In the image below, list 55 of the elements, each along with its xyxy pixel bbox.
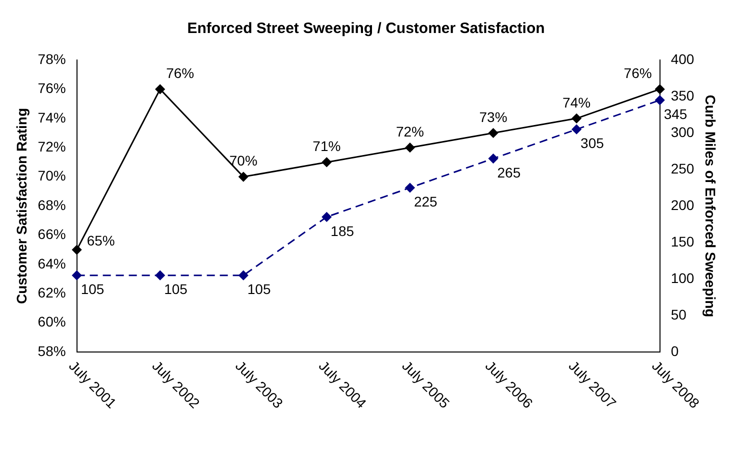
data-label: 105 xyxy=(80,281,104,298)
y2-tick-label: 50 xyxy=(670,306,687,322)
data-label: 70% xyxy=(229,152,258,169)
y-tick-label: 66% xyxy=(38,226,66,242)
data-label: 76% xyxy=(624,65,652,82)
point xyxy=(322,212,332,222)
data-label: 105 xyxy=(164,281,188,298)
y-tick-label: 68% xyxy=(38,196,66,213)
y2-tick-label: 300 xyxy=(670,124,694,140)
y2-tick-label: 400 xyxy=(670,50,694,67)
point xyxy=(572,114,582,124)
data-label: 73% xyxy=(479,108,508,125)
y-tick-label: 76% xyxy=(38,80,66,96)
y-tick-label: 60% xyxy=(38,314,66,330)
data-label: 72% xyxy=(396,123,424,140)
y-tick-label: 58% xyxy=(38,342,66,359)
y-tick-label: 72% xyxy=(38,138,66,154)
data-label: 65% xyxy=(86,232,115,249)
y-tick-label: 70% xyxy=(38,168,66,184)
data-label: 105 xyxy=(247,281,271,298)
point xyxy=(488,154,498,164)
data-label: 185 xyxy=(330,222,354,239)
point xyxy=(405,142,415,152)
y2-tick-label: 0 xyxy=(670,342,679,359)
data-label: 345 xyxy=(664,106,688,122)
data-label: 76% xyxy=(166,65,194,82)
y-tick-label: 74% xyxy=(38,109,66,126)
y-tick-label: 62% xyxy=(38,284,66,300)
point xyxy=(405,183,415,192)
point xyxy=(72,270,82,280)
point xyxy=(488,128,498,138)
point xyxy=(322,157,332,167)
data-label: 74% xyxy=(562,94,591,110)
point xyxy=(72,245,82,255)
data-label: 305 xyxy=(580,135,604,152)
point xyxy=(572,124,582,134)
y2-tick-label: 250 xyxy=(670,160,694,176)
y2-axis-title: Curb Miles of Enforced Sweeping xyxy=(702,94,719,318)
data-label: 225 xyxy=(414,194,438,210)
y2-tick-label: 350 xyxy=(670,87,694,104)
point xyxy=(655,95,665,105)
y2-tick-label: 100 xyxy=(670,270,694,286)
data-label: 71% xyxy=(312,138,341,154)
point xyxy=(155,270,165,280)
point xyxy=(155,84,165,94)
point xyxy=(655,84,665,94)
y2-tick-label: 150 xyxy=(670,233,694,250)
point xyxy=(238,270,248,280)
y-axis-title: Customer Satisfaction Rating xyxy=(13,108,30,304)
y2-tick-label: 200 xyxy=(670,196,694,213)
point xyxy=(238,172,248,182)
chart-title: Enforced Street Sweeping / Customer Satisfaction xyxy=(187,20,545,38)
y-tick-label: 64% xyxy=(38,255,66,272)
y-tick-label: 78% xyxy=(38,50,66,67)
data-label: 265 xyxy=(497,164,521,180)
